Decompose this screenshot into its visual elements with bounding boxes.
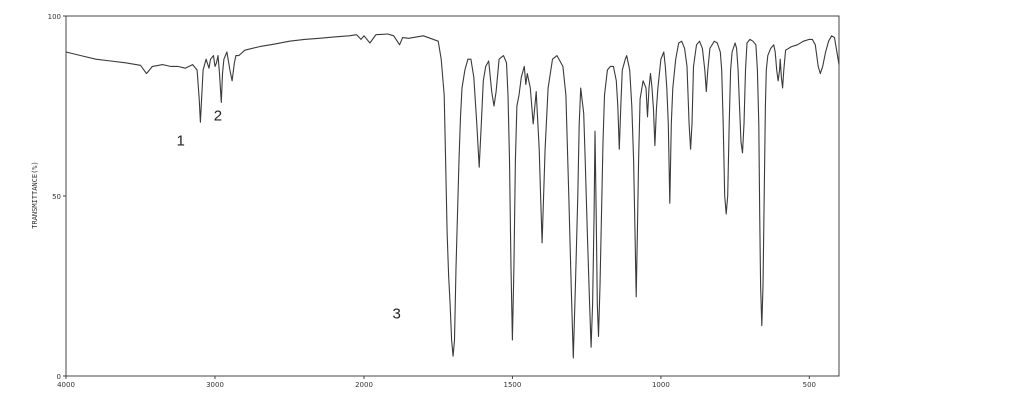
x-tick-label: 1000 bbox=[652, 381, 670, 389]
y-tick-label: 0 bbox=[57, 373, 61, 381]
spectrum-line bbox=[65, 33, 840, 359]
y-axis-title: TRANSMITTANCE(%) bbox=[31, 161, 39, 228]
peak-annotation: 1 bbox=[177, 133, 185, 150]
y-tick-label: 100 bbox=[48, 13, 61, 21]
series-layer bbox=[65, 33, 840, 359]
x-tick-label: 3000 bbox=[206, 381, 224, 389]
annotations: 1 2 3 bbox=[177, 107, 401, 322]
axis-ticks: 4000 3000 2000 1500 1000 500 0 50 100 bbox=[48, 13, 816, 389]
x-tick-label: 1500 bbox=[504, 381, 522, 389]
x-tick-label: 4000 bbox=[57, 381, 75, 389]
y-tick-label: 50 bbox=[52, 193, 61, 201]
x-tick-label: 500 bbox=[803, 381, 816, 389]
x-tick-label: 2000 bbox=[355, 381, 373, 389]
peak-annotation: 3 bbox=[392, 305, 400, 322]
peak-annotation: 2 bbox=[214, 107, 222, 124]
